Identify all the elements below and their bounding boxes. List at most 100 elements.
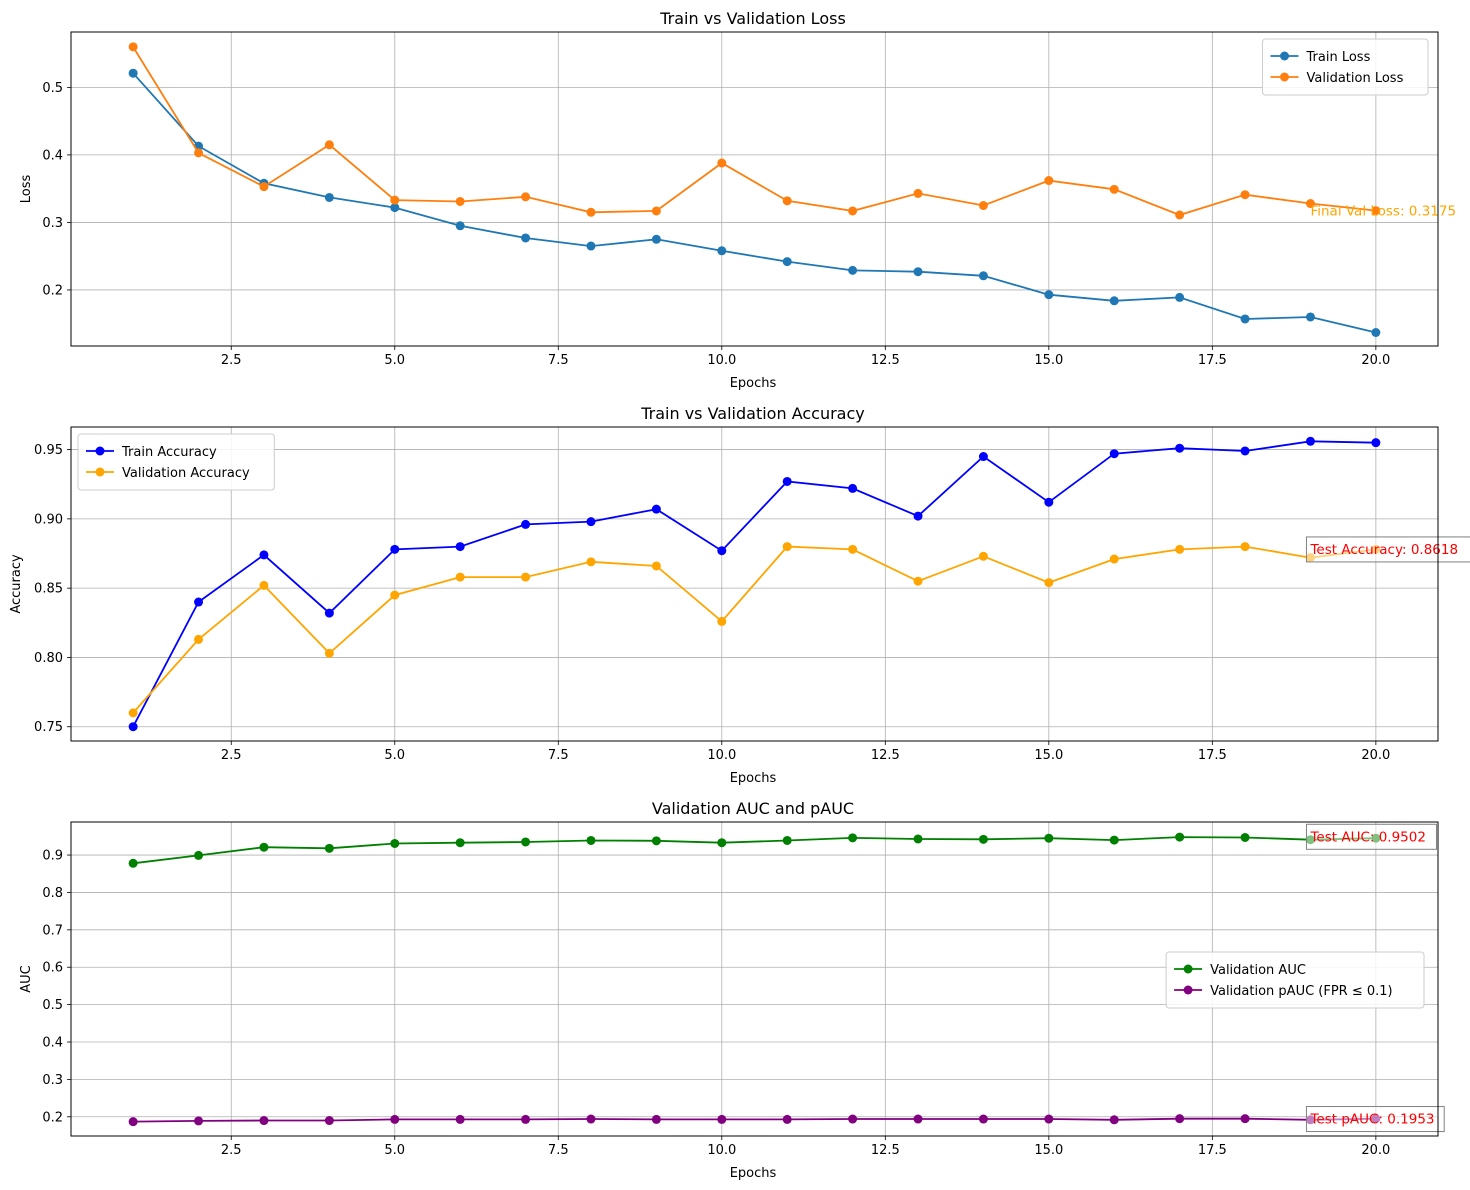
accuracy-x-tick-label: 5.0 <box>384 748 405 763</box>
loss-data-point <box>782 196 792 206</box>
loss-data-point <box>128 42 138 52</box>
auc-series-line <box>133 1117 1376 1123</box>
auc-x-tick-label: 10.0 <box>707 1143 736 1158</box>
auc-data-point <box>1044 1114 1054 1124</box>
loss-x-tick-label: 7.5 <box>548 353 569 368</box>
loss-data-point <box>848 206 858 216</box>
auc-data-point <box>651 1114 661 1124</box>
auc-y-tick-label: 0.5 <box>42 998 63 1013</box>
loss-chart-x-axis-label: Epochs <box>730 376 777 391</box>
loss-chart-title: Train vs Validation Loss <box>659 9 846 28</box>
auc-y-tick-label: 0.3 <box>42 1073 63 1088</box>
loss-data-point <box>128 68 138 78</box>
loss-data-point <box>1371 206 1381 216</box>
accuracy-data-point <box>978 551 988 561</box>
accuracy-data-point <box>1109 554 1119 564</box>
loss-data-point <box>717 246 727 256</box>
auc-data-point <box>194 850 204 860</box>
loss-data-point <box>521 192 531 202</box>
loss-x-tick-label: 20.0 <box>1361 353 1390 368</box>
accuracy-data-point <box>194 597 204 607</box>
auc-data-point <box>259 1116 269 1126</box>
accuracy-data-point <box>128 722 138 732</box>
accuracy-data-point <box>848 544 858 554</box>
auc-data-point <box>913 834 923 844</box>
auc-data-point <box>390 1114 400 1124</box>
auc-data-point <box>521 837 531 847</box>
loss-series-2 <box>128 42 1381 220</box>
loss-x-tick-label: 2.5 <box>221 353 242 368</box>
auc-data-point <box>1175 832 1185 842</box>
auc-x-tick-label: 5.0 <box>384 1143 405 1158</box>
auc-y-tick-label: 0.4 <box>42 1036 63 1051</box>
auc-data-point <box>521 1114 531 1124</box>
loss-data-point <box>324 140 334 150</box>
auc-legend-swatch-marker <box>1183 985 1193 995</box>
auc-chart: Validation AUC and pAUC Epochs AUC 2.5 5.… <box>19 799 1445 1181</box>
auc-x-tick-label: 15.0 <box>1034 1143 1063 1158</box>
auc-legend-swatch-marker <box>1183 964 1193 974</box>
auc-data-point <box>455 1114 465 1124</box>
loss-y-tick-label: 0.4 <box>42 148 63 163</box>
accuracy-legend-box <box>77 433 275 491</box>
accuracy-data-point <box>782 542 792 552</box>
auc-chart-x-axis-label: Epochs <box>730 1166 777 1181</box>
auc-data-point <box>586 835 596 845</box>
loss-data-point <box>194 148 204 158</box>
accuracy-data-point <box>521 572 531 582</box>
accuracy-data-point <box>913 576 923 586</box>
accuracy-chart-title: Train vs Validation Accuracy <box>640 404 865 423</box>
auc-data-point <box>128 1117 138 1127</box>
accuracy-data-point <box>194 634 204 644</box>
auc-data-point <box>978 1114 988 1124</box>
accuracy-x-tick-label: 20.0 <box>1361 748 1390 763</box>
auc-annotation: Test pAUC: 0.1953 <box>1309 1112 1434 1128</box>
auc-axes-frame <box>70 821 1439 1137</box>
auc-x-tick-label: 2.5 <box>221 1143 242 1158</box>
loss-annotation: Final Val Loss: 0.3175 <box>1310 204 1456 220</box>
auc-data-point <box>1240 1114 1250 1124</box>
accuracy-series-line <box>132 545 1377 714</box>
loss-x-tick-label: 15.0 <box>1034 353 1063 368</box>
loss-data-point <box>1305 312 1315 322</box>
accuracy-data-point <box>1371 438 1381 448</box>
accuracy-annotation: Test Accuracy: 0.8618 <box>1309 542 1458 558</box>
loss-data-point <box>782 257 792 267</box>
accuracy-data-point <box>651 561 661 571</box>
accuracy-data-point <box>586 517 596 527</box>
loss-series-1 <box>128 68 1381 337</box>
accuracy-data-point <box>324 608 334 618</box>
auc-y-tick-label: 0.6 <box>42 961 63 976</box>
accuracy-y-tick-label: 0.90 <box>34 512 63 527</box>
loss-data-point <box>521 233 531 243</box>
auc-data-point <box>1044 833 1054 843</box>
accuracy-data-point <box>1044 497 1054 507</box>
loss-x-tick-label: 5.0 <box>384 353 405 368</box>
auc-data-point <box>128 858 138 868</box>
auc-data-point <box>848 833 858 843</box>
accuracy-axes-frame <box>70 426 1439 742</box>
auc-data-point <box>1240 832 1250 842</box>
loss-legend-label: Train Loss <box>1306 50 1371 65</box>
loss-data-point <box>1109 296 1119 306</box>
accuracy-data-point <box>782 476 792 486</box>
accuracy-y-tick-label: 0.85 <box>34 582 63 597</box>
accuracy-y-tick-label: 0.80 <box>34 651 63 666</box>
auc-data-point <box>1175 1114 1185 1124</box>
accuracy-data-point <box>717 616 727 626</box>
accuracy-chart-x-axis-label: Epochs <box>730 771 777 786</box>
loss-legend-swatch-marker <box>1280 51 1289 61</box>
accuracy-chart: Train vs Validation Accuracy Epochs Accu… <box>9 404 1470 786</box>
auc-data-point <box>390 838 400 848</box>
auc-x-tick-label: 7.5 <box>548 1143 569 1158</box>
auc-x-tick-label: 20.0 <box>1361 1143 1390 1158</box>
accuracy-series-1 <box>128 436 1381 732</box>
accuracy-data-point <box>1175 443 1185 453</box>
loss-data-point <box>717 158 727 168</box>
accuracy-data-point <box>259 580 269 590</box>
auc-data-point <box>1109 1115 1119 1125</box>
accuracy-grid <box>71 427 1438 741</box>
loss-series-line <box>132 46 1376 216</box>
loss-data-point <box>651 234 661 244</box>
